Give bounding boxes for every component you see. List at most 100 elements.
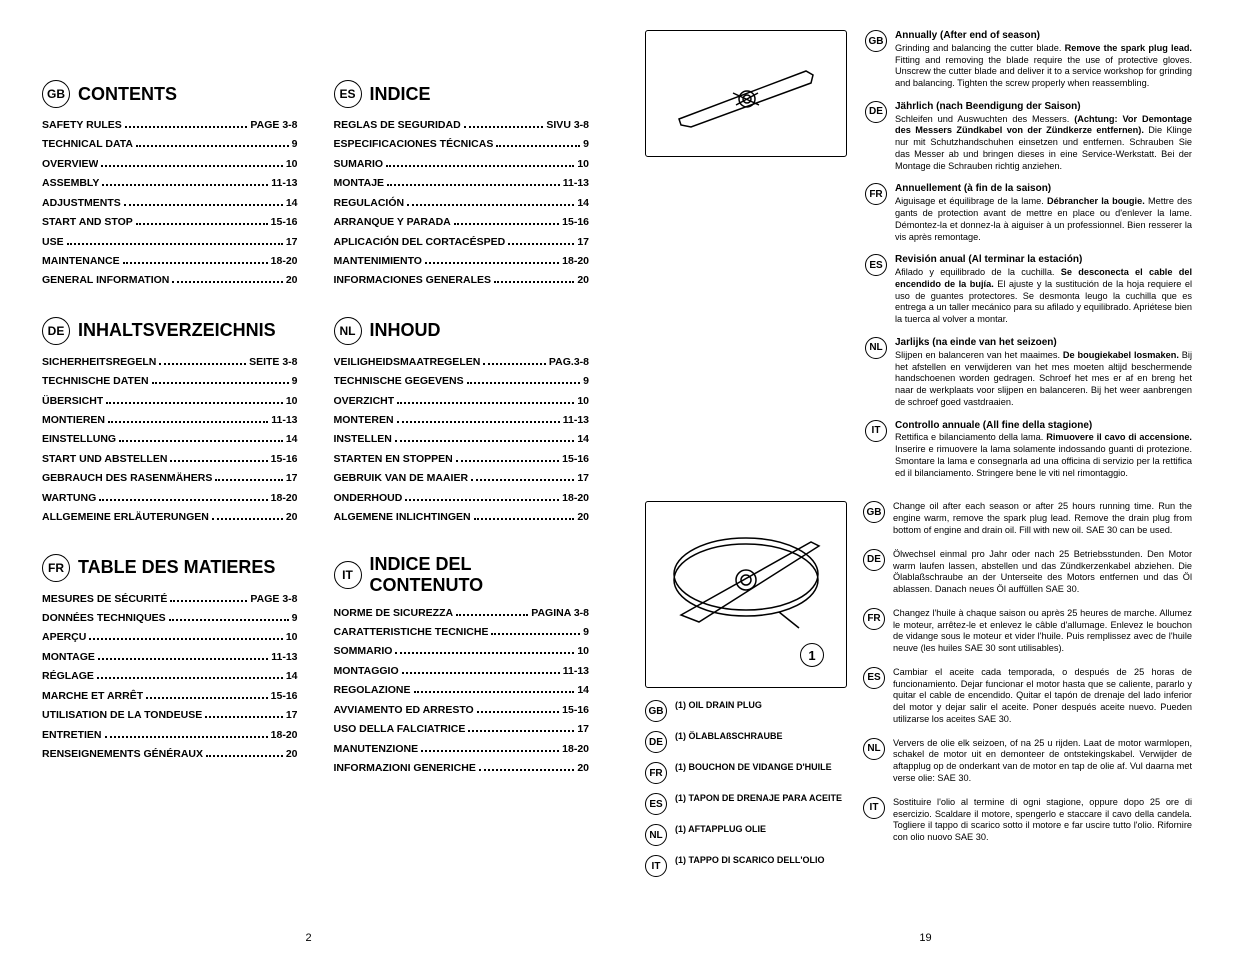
toc-entry-label: ONDERHOUD <box>334 489 403 508</box>
toc-entry-page: 14 <box>577 194 589 213</box>
toc-entry-label: EINSTELLUNG <box>42 430 116 449</box>
dot-leader <box>414 690 575 693</box>
toc-entry: AVVIAMENTO ED ARRESTO15-16 <box>334 701 590 720</box>
toc-entry-page: 11-13 <box>271 411 297 430</box>
toc-entry-label: UTILISATION DE LA TONDEUSE <box>42 706 202 725</box>
toc-entry-label: SOMMARIO <box>334 642 393 661</box>
toc-entry-label: MONTAJE <box>334 174 385 193</box>
oil-item-nl: NLVervers de olie elk seizoen, of na 25 … <box>863 738 1192 785</box>
dot-leader <box>152 381 289 384</box>
dot-leader <box>159 362 246 365</box>
lang-badge-es: ES <box>865 254 887 276</box>
toc-entry-label: ESPECIFICACIONES TÉCNICAS <box>334 135 494 154</box>
toc-entry: ALGEMENE INLICHTINGEN20 <box>334 508 590 527</box>
plug-label: (1) AFTAPPLUG OLIE <box>675 824 766 834</box>
dot-leader <box>387 183 560 186</box>
toc-entry-label: VEILIGHEIDSMAATREGELEN <box>334 353 481 372</box>
toc-entry-page: 11-13 <box>563 174 589 193</box>
dot-leader <box>67 242 283 245</box>
dot-leader <box>97 676 283 679</box>
toc-entry: MONTEREN11-13 <box>334 411 590 430</box>
dot-leader <box>170 599 247 602</box>
toc-title: INHALTSVERZEICHNIS <box>78 320 276 341</box>
toc-entry-page: 11-13 <box>563 662 589 681</box>
dot-leader <box>146 696 268 699</box>
lang-badge-fr: FR <box>863 608 885 630</box>
annual-item-it: ITControllo annuale (All fine della stag… <box>865 420 1192 480</box>
toc-entry-page: 10 <box>577 642 589 661</box>
dot-leader <box>454 222 559 225</box>
oil-text: Change oil after each season or after 25… <box>893 501 1192 536</box>
toc-entry-page: SEITE 3-8 <box>249 353 297 372</box>
dot-leader <box>456 613 528 616</box>
dot-leader <box>215 478 282 481</box>
toc-entry: ENTRETIEN18-20 <box>42 726 298 745</box>
toc-entry-page: 20 <box>286 745 298 764</box>
toc-entry-label: RENSEIGNEMENTS GÉNÉRAUX <box>42 745 203 764</box>
toc-entry-page: 9 <box>292 372 298 391</box>
oil-text: Ölwechsel einmal pro Jahr oder nach 25 B… <box>893 549 1192 596</box>
toc-heading: GBCONTENTS <box>42 80 298 108</box>
toc-entry-label: TECHNICAL DATA <box>42 135 133 154</box>
toc-entry-page: 15-16 <box>562 701 589 720</box>
annual-item-nl: NLJarlijks (na einde van het seizoen)Sli… <box>865 337 1192 409</box>
right-page: GBAnnually (After end of season)Grinding… <box>617 0 1234 954</box>
dot-leader <box>212 517 283 520</box>
toc-entry: STARTEN EN STOPPEN15-16 <box>334 450 590 469</box>
toc-entry-label: MESURES DE SÉCURITÉ <box>42 590 167 609</box>
annual-maintenance-list: GBAnnually (After end of season)Grinding… <box>865 30 1192 479</box>
toc-title: CONTENTS <box>78 84 177 105</box>
figure-callout-1: 1 <box>800 643 824 667</box>
annual-title: Jährlich (nach Beendigung der Saison) <box>895 101 1192 114</box>
toc-entry-label: SUMARIO <box>334 155 384 174</box>
toc-entry-label: START AND STOP <box>42 213 133 232</box>
toc-entry-label: MANTENIMIENTO <box>334 252 422 271</box>
plug-label: (1) TAPPO DI SCARICO DELL'OLIO <box>675 855 824 865</box>
dot-leader <box>402 671 560 674</box>
toc-entry-page: 17 <box>577 233 589 252</box>
toc-entry: SAFETY RULESPAGE 3-8 <box>42 116 298 135</box>
toc-title: TABLE DES MATIERES <box>78 557 275 578</box>
toc-entry-page: 18-20 <box>562 740 589 759</box>
oil-item-es: ESCambiar el aceite cada temporada, o de… <box>863 667 1192 726</box>
toc-entry: GEBRAUCH DES RASENMÄHERS17 <box>42 469 298 488</box>
toc-block-nl: NLINHOUDVEILIGHEIDSMAATREGELENPAG.3-8TEC… <box>334 317 590 528</box>
toc-entry: VEILIGHEIDSMAATREGELEN PAG.3-8 <box>334 353 590 372</box>
toc-entry-label: SAFETY RULES <box>42 116 122 135</box>
annual-title: Revisión anual (Al terminar la estación) <box>895 254 1192 267</box>
toc-entry-label: ENTRETIEN <box>42 726 102 745</box>
plug-item-de: DE(1) ÖLABLAßSCHRAUBE <box>645 731 845 753</box>
toc-entry-label: MONTAGGIO <box>334 662 399 681</box>
toc-entry-label: MONTAGE <box>42 648 95 667</box>
oil-row: 1 GB(1) OIL DRAIN PLUGDE(1) ÖLABLAßSCHRA… <box>645 501 1192 877</box>
dot-leader <box>405 498 559 501</box>
annual-item-gb: GBAnnually (After end of season)Grinding… <box>865 30 1192 90</box>
toc-block-gb: GBCONTENTS SAFETY RULESPAGE 3-8TECHNICAL … <box>42 80 298 291</box>
dot-leader <box>125 125 248 128</box>
toc-entry: INFORMACIONES GENERALES20 <box>334 271 590 290</box>
toc-entry-page: 18-20 <box>271 252 298 271</box>
toc-entry-label: MONTIEREN <box>42 411 105 430</box>
toc-entry: REGLAS DE SEGURIDADSIVU 3-8 <box>334 116 590 135</box>
toc-entry-label: GEBRUIK VAN DE MAAIER <box>334 469 469 488</box>
lang-badge-nl: NL <box>865 337 887 359</box>
toc-entry-page: PAG.3-8 <box>549 353 589 372</box>
toc-entry-page: 11-13 <box>271 174 297 193</box>
toc-entry: MESURES DE SÉCURITÉPAGE 3-8 <box>42 590 298 609</box>
toc-entry-page: 20 <box>577 508 589 527</box>
toc-entry-label: APERÇU <box>42 628 86 647</box>
lang-badge-es: ES <box>334 80 362 108</box>
toc-entry-label: INFORMAZIONI GENERICHE <box>334 759 476 778</box>
toc-entry: ONDERHOUD18-20 <box>334 489 590 508</box>
dot-leader <box>102 183 268 186</box>
dot-leader <box>494 280 574 283</box>
oil-change-list: GBChange oil after each season or after … <box>863 501 1192 877</box>
dot-leader <box>397 401 574 404</box>
toc-entry-page: 10 <box>286 155 298 174</box>
dot-leader <box>98 657 268 660</box>
annual-text: Jährlich (nach Beendigung der Saison)Sch… <box>895 101 1192 173</box>
lang-badge-it: IT <box>863 797 885 819</box>
lang-badge-fr: FR <box>42 554 70 582</box>
toc-entry-label: TECHNISCHE GEGEVENS <box>334 372 464 391</box>
toc-entry-page: 20 <box>577 271 589 290</box>
